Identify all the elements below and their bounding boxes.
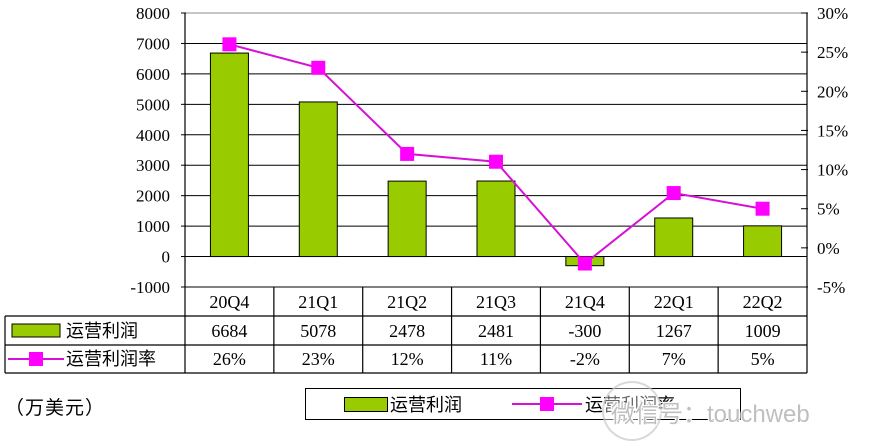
table-row-label-margin: 运营利润率 [66, 349, 156, 369]
category-label-21Q4: 21Q4 [565, 292, 605, 312]
marker-21Q3 [489, 154, 503, 169]
bar-swatch-icon [344, 396, 388, 412]
right-axis-label: 25% [817, 43, 848, 62]
table-key-bar-icon [11, 323, 61, 338]
left-axis-label: -1000 [130, 278, 170, 297]
left-axis-label: 4000 [136, 126, 170, 145]
marker-21Q2 [400, 146, 415, 161]
bar-21Q1 [298, 101, 338, 258]
table-value-margin-21Q3: 11% [480, 349, 512, 369]
legend-label-operating-profit: 运营利润 [390, 395, 462, 415]
bar-22Q2 [743, 225, 783, 258]
marker-21Q1 [311, 60, 326, 75]
marker-20Q4 [222, 37, 237, 52]
legend-item-operating-profit: 运营利润 [344, 389, 462, 419]
table-value-profit-21Q3: 2481 [478, 321, 514, 341]
table-value-profit-21Q4: -300 [568, 321, 601, 341]
left-axis-label: 2000 [136, 187, 170, 206]
marker-22Q1 [666, 186, 681, 201]
right-axis-label: -5% [817, 278, 845, 297]
bar-21Q3 [476, 180, 516, 258]
line-marker-swatch-icon [512, 397, 582, 411]
table-value-profit-22Q1: 1267 [656, 321, 692, 341]
right-axis-label: 5% [817, 200, 840, 219]
marker-21Q4 [577, 256, 592, 271]
table-value-margin-20Q4: 26% [213, 349, 246, 369]
left-axis-label: 7000 [136, 34, 170, 53]
category-label-21Q3: 21Q3 [476, 292, 516, 312]
category-label-20Q4: 20Q4 [209, 292, 249, 312]
bar-22Q1 [654, 217, 694, 258]
watermark-logo-icon [602, 381, 662, 441]
right-axis-label: 15% [817, 121, 848, 140]
left-axis-label: 3000 [136, 156, 170, 175]
watermark-text: 微信号：touchweb [611, 401, 810, 428]
table-value-profit-20Q4: 6684 [211, 321, 247, 341]
right-axis-label: 10% [817, 161, 848, 180]
category-label-21Q2: 21Q2 [387, 292, 427, 312]
category-label-21Q1: 21Q1 [298, 292, 338, 312]
bar-21Q2 [387, 180, 427, 258]
right-axis-label: 20% [817, 82, 848, 101]
table-value-margin-21Q4: -2% [570, 349, 600, 369]
category-label-22Q1: 22Q1 [654, 292, 694, 312]
table-value-profit-21Q1: 5078 [300, 321, 336, 341]
right-axis-label: 30% [817, 4, 848, 23]
left-axis-label: 8000 [136, 4, 170, 23]
left-axis-label: 6000 [136, 65, 170, 84]
left-axis-label: 1000 [136, 217, 170, 236]
table-key-marker-icon [29, 352, 43, 366]
left-axis-label: 5000 [136, 95, 170, 114]
table-value-profit-21Q2: 2478 [389, 321, 425, 341]
unit-note: （万美元） [5, 398, 106, 419]
table-value-margin-21Q1: 23% [302, 349, 335, 369]
right-axis-label: 0% [817, 239, 840, 258]
marker-22Q2 [755, 201, 770, 216]
table-value-margin-22Q2: 5% [751, 349, 775, 369]
table-value-margin-22Q1: 7% [662, 349, 686, 369]
table-row-label-profit: 运营利润 [66, 321, 138, 341]
category-label-22Q2: 22Q2 [743, 292, 783, 312]
table-value-margin-21Q2: 12% [391, 349, 424, 369]
left-axis-label: 0 [162, 248, 171, 267]
table-value-profit-22Q2: 1009 [745, 321, 781, 341]
bar-20Q4 [209, 52, 249, 258]
